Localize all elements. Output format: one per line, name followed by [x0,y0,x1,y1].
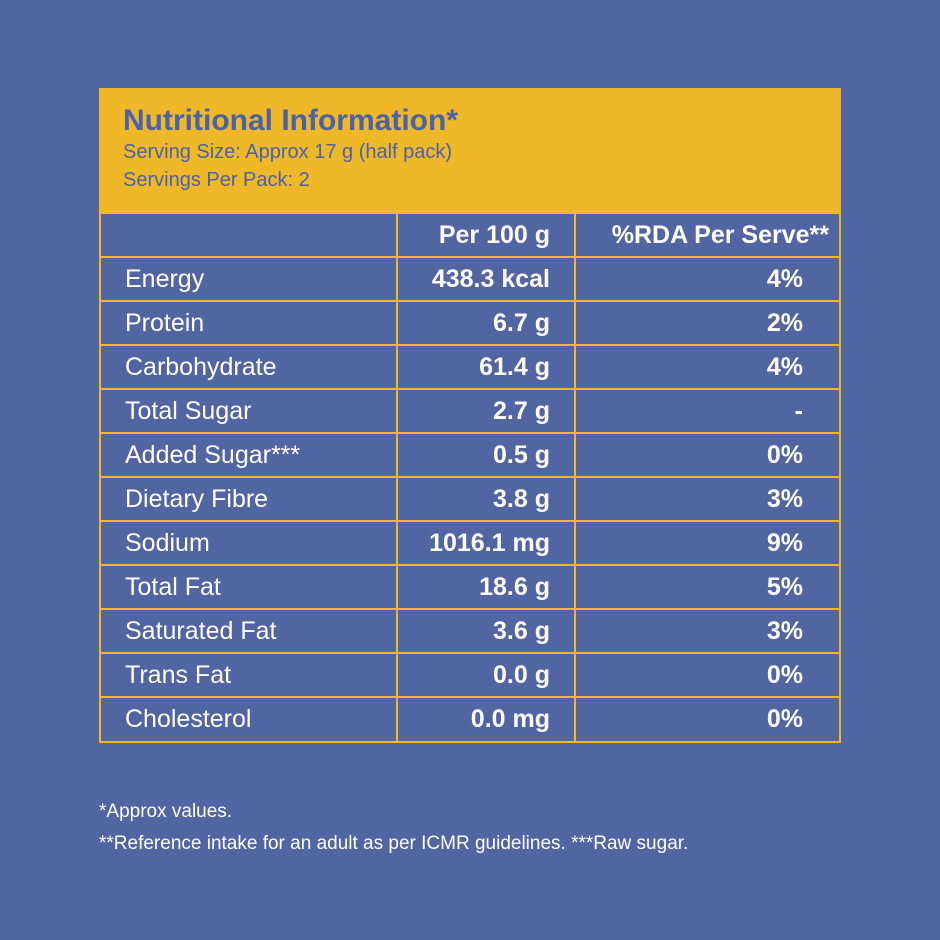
table-row: Protein 6.7 g 2% [101,300,839,346]
nutrient-name: Total Sugar [101,388,398,434]
rda-value: 0% [574,696,839,741]
nutrient-name: Protein [101,300,398,346]
nutrition-panel: Nutritional Information* Serving Size: A… [99,88,841,743]
per-100g-value: 0.0 g [396,652,576,698]
serving-size: Serving Size: Approx 17 g (half pack) [123,141,453,163]
per-100g-value: 61.4 g [396,344,576,390]
rda-value: 4% [574,344,839,390]
rda-value: 0% [574,432,839,478]
table-header-row: Per 100 g %RDA Per Serve** [101,212,839,258]
nutrition-header: Nutritional Information* Serving Size: A… [101,90,839,212]
nutrient-name: Added Sugar*** [101,432,398,478]
per-100g-value: 0.0 mg [396,696,576,741]
column-header-nutrient [101,212,398,258]
rda-value: 3% [574,608,839,654]
footnotes: *Approx values. **Reference intake for a… [99,796,688,860]
rda-value: 5% [574,564,839,610]
page-title: Nutritional Information* [123,104,458,137]
per-100g-value: 1016.1 mg [396,520,576,566]
table-row: Trans Fat 0.0 g 0% [101,652,839,698]
table-row: Total Fat 18.6 g 5% [101,564,839,610]
table-row: Dietary Fibre 3.8 g 3% [101,476,839,522]
servings-per-pack: Servings Per Pack: 2 [123,169,310,191]
footnote: *Approx values. [99,801,233,822]
per-100g-value: 3.8 g [396,476,576,522]
nutrient-name: Cholesterol [101,696,398,741]
nutrient-name: Total Fat [101,564,398,610]
per-100g-value: 2.7 g [396,388,576,434]
per-100g-value: 6.7 g [396,300,576,346]
nutrient-name: Saturated Fat [101,608,398,654]
table-row: Total Sugar 2.7 g- [101,388,839,434]
table-row: Added Sugar*** 0.5 g 0% [101,432,839,478]
table-row: Energy 438.3 kcal 4% [101,256,839,302]
rda-value: 9% [574,520,839,566]
rda-value: 4% [574,256,839,302]
rda-value: - [574,388,839,434]
per-100g-value: 18.6 g [396,564,576,610]
nutrition-table: Per 100 g %RDA Per Serve** Energy 438.3 k… [101,212,839,741]
table-row: Carbohydrate 61.4 g 4% [101,344,839,390]
column-header-per100: Per 100 g [396,212,576,258]
table-row: Cholesterol 0.0 mg 0% [101,696,839,741]
nutrient-name: Energy [101,256,398,302]
per-100g-value: 3.6 g [396,608,576,654]
table-row: Saturated Fat 3.6 g 3% [101,608,839,654]
nutrient-name: Carbohydrate [101,344,398,390]
rda-value: 2% [574,300,839,346]
per-100g-value: 0.5 g [396,432,576,478]
footnote: **Reference intake for an adult as per I… [99,833,689,854]
rda-value: 0% [574,652,839,698]
rda-value: 3% [574,476,839,522]
nutrient-name: Sodium [101,520,398,566]
table-row: Sodium 1016.1 mg 9% [101,520,839,566]
column-header-rda: %RDA Per Serve** [574,212,839,258]
per-100g-value: 438.3 kcal [396,256,576,302]
nutrient-name: Dietary Fibre [101,476,398,522]
nutrient-name: Trans Fat [101,652,398,698]
